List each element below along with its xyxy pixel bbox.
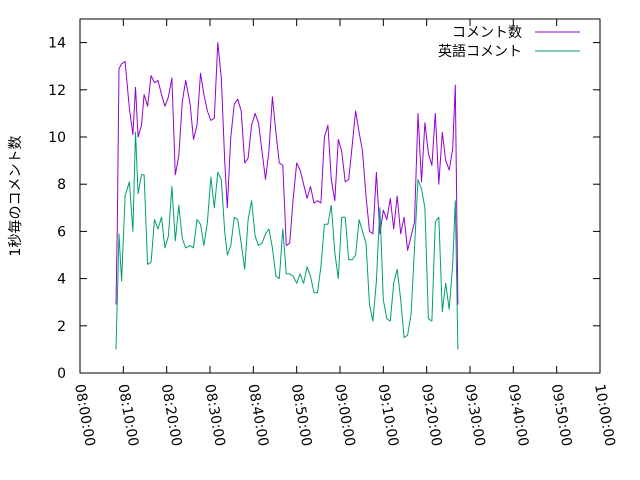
x-tick-label: 09:50:00	[548, 383, 575, 448]
x-tick-label: 09:40:00	[504, 383, 531, 448]
x-tick-label: 10:00:00	[591, 383, 618, 448]
x-tick-label: 08:40:00	[244, 383, 271, 448]
y-tick-label: 14	[48, 36, 66, 52]
x-tick-label: 08:30:00	[201, 383, 228, 448]
series-line-2	[115, 131, 459, 350]
y-tick-label: 8	[57, 177, 66, 193]
plot-border	[79, 18, 601, 374]
y-tick-label: 0	[57, 366, 66, 382]
series-line-1	[115, 42, 459, 305]
y-tick-label: 12	[48, 83, 66, 99]
y-tick-label: 2	[57, 319, 66, 335]
series-group	[115, 42, 459, 350]
x-tick-label: 09:30:00	[461, 383, 488, 448]
y-tick-label: 6	[57, 224, 66, 240]
y-axis-label: 1秒毎のコメント数	[8, 136, 24, 257]
x-tick-label: 09:00:00	[331, 383, 358, 448]
x-tick-label: 09:20:00	[418, 383, 445, 448]
x-tick-label: 08:00:00	[71, 383, 98, 448]
x-tick-label: 08:10:00	[114, 383, 141, 448]
y-tick-label: 4	[57, 272, 66, 288]
x-tick-label: 09:10:00	[374, 383, 401, 448]
x-tick-label: 08:20:00	[158, 383, 185, 448]
y-axis: 0 2 4 6 8 10 12 14	[48, 36, 600, 382]
y-tick-label: 10	[48, 130, 66, 146]
plot-area	[79, 18, 601, 374]
x-tick-label: 08:50:00	[288, 383, 315, 448]
legend-label-2: 英語コメント	[438, 43, 522, 60]
legend-label-1: コメント数	[452, 25, 522, 41]
